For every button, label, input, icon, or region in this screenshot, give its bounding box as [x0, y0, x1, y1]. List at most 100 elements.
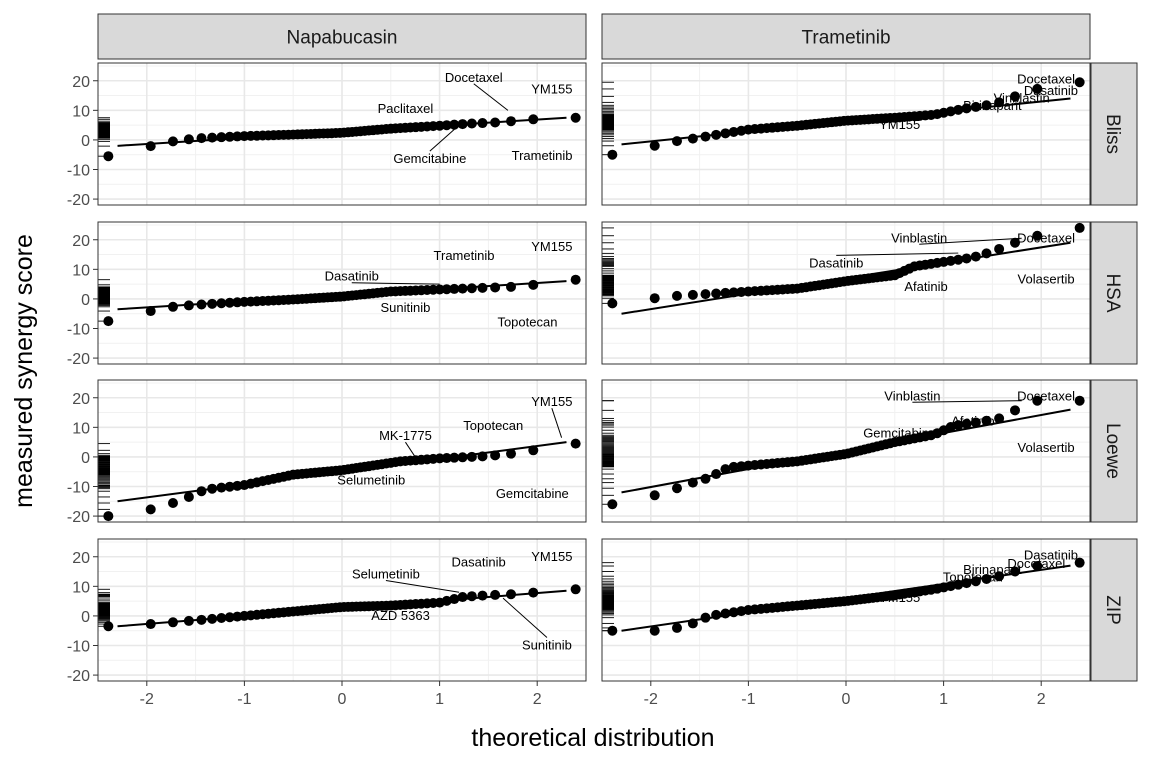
data-point [441, 120, 452, 131]
data-point [145, 619, 156, 630]
y-tick-label: -20 [67, 192, 90, 209]
data-point [945, 255, 956, 266]
data-point [434, 284, 445, 295]
data-point [224, 481, 235, 492]
data-point [216, 613, 227, 624]
data-point [649, 625, 660, 636]
data-point [649, 293, 660, 304]
point-label: Dasatinib [1024, 547, 1078, 562]
point-label: Dasatinib [809, 255, 863, 270]
point-label: Gemcitabine [863, 425, 936, 440]
data-point [981, 100, 992, 111]
y-tick-label: 10 [72, 262, 90, 279]
data-point [671, 136, 682, 147]
x-tick-label: 2 [533, 691, 542, 708]
data-point [953, 579, 964, 590]
data-point [953, 254, 964, 265]
data-point [720, 128, 731, 139]
data-point [961, 253, 972, 264]
data-point [700, 612, 711, 623]
data-point [490, 589, 501, 600]
panel-napabucasin-loewe: YM155 Topotecan MK-1775 Selumetinib Gemcitab… [97, 379, 587, 523]
data-point [945, 581, 956, 592]
data-point [103, 151, 114, 162]
data-point [216, 298, 227, 309]
point-label: Docetaxel [1007, 556, 1065, 571]
data-point [1074, 77, 1085, 88]
point-label: Birinapant [963, 98, 1022, 113]
data-point [671, 622, 682, 633]
point-label: Afatinib [904, 279, 947, 294]
data-point [441, 284, 452, 295]
y-tick-label: -10 [67, 639, 90, 656]
data-point [607, 499, 618, 510]
y-tick-label: -10 [67, 322, 90, 339]
data-point [720, 287, 731, 298]
data-point [528, 114, 539, 125]
column-strip-label: Napabucasin [287, 28, 398, 49]
data-point [103, 316, 114, 327]
point-label: Docetaxel [1017, 71, 1075, 86]
point-label: Selumetinib [337, 473, 405, 488]
data-point [1074, 557, 1085, 568]
data-point [477, 282, 488, 293]
data-point [570, 112, 581, 123]
data-point [994, 97, 1005, 108]
data-point [477, 118, 488, 129]
data-point [196, 614, 207, 625]
panel-border [97, 62, 587, 206]
data-point [490, 282, 501, 293]
data-point [449, 283, 460, 294]
data-point [570, 584, 581, 595]
point-label: Trametinib [512, 148, 573, 163]
data-point [711, 469, 722, 480]
y-tick-label: 10 [72, 579, 90, 596]
data-point [687, 618, 698, 629]
data-point [700, 473, 711, 484]
data-point [196, 133, 207, 144]
label-leader-line [405, 441, 416, 458]
data-point [720, 464, 731, 475]
data-point [1074, 395, 1085, 406]
point-label: Docetaxel [1017, 230, 1075, 245]
point-label: MK-1775 [379, 428, 432, 443]
y-axis-title: measured synergy score [10, 234, 38, 508]
panel-trametinib-loewe: Vinblastin Docetaxel Afatinib Gemcitabine Vo… [601, 379, 1091, 523]
data-point [649, 140, 660, 151]
data-point [490, 450, 501, 461]
row-strip-label: HSA [1102, 273, 1123, 312]
data-point [506, 281, 517, 292]
data-point [1032, 83, 1043, 94]
data-point [449, 452, 460, 463]
data-point [607, 298, 618, 309]
data-point [477, 590, 488, 601]
data-point [1032, 395, 1043, 406]
data-point [457, 119, 468, 130]
data-point [216, 482, 227, 493]
data-point [728, 461, 739, 472]
data-point [711, 129, 722, 140]
data-point [994, 571, 1005, 582]
data-point [167, 498, 178, 509]
point-label: YM155 [531, 394, 572, 409]
data-point [1010, 566, 1021, 577]
point-label: Vinblastin [994, 91, 1050, 106]
data-point [649, 490, 660, 501]
data-point [457, 592, 468, 603]
point-label: YM155 [531, 549, 572, 564]
data-point [687, 133, 698, 144]
point-label: Dasatinib [1024, 83, 1078, 98]
panel-napabucasin-bliss: Docetaxel YM155 Paclitaxel Gemcitabine Trame… [97, 62, 587, 206]
point-label: Birinapant [963, 562, 1022, 577]
point-label: Dasatinib [325, 269, 379, 284]
data-point [167, 136, 178, 147]
y-tick-label: 0 [81, 292, 90, 309]
data-point [607, 149, 618, 160]
row-strip-label: Loewe [1102, 423, 1123, 479]
point-label: Volasertib [1018, 440, 1075, 455]
row-strip-bliss [1090, 62, 1138, 206]
x-tick-label: 2 [1037, 691, 1046, 708]
y-tick-label: 0 [81, 133, 90, 150]
panel-border [97, 221, 587, 365]
